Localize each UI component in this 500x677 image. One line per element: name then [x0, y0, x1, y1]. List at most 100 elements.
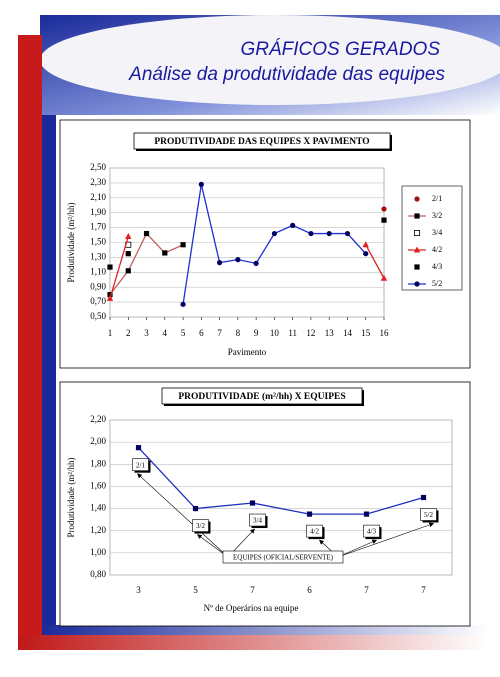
x-tick-label: 7 — [421, 585, 426, 595]
marker — [217, 260, 223, 266]
x-axis-label: Nº de Operários na equipe — [204, 603, 299, 613]
chart-title: PRODUTIVIDADE (m²/hh) X EQUIPES — [178, 391, 345, 402]
header-title: GRÁFICOS GERADOS — [240, 39, 440, 60]
marker — [290, 222, 296, 228]
bottom-red — [18, 635, 488, 650]
y-tick-label: 0,90 — [90, 281, 106, 291]
marker — [180, 301, 186, 307]
y-axis-label: Produtividade (m²/hh) — [66, 203, 76, 283]
y-tick-label: 1,60 — [90, 480, 106, 490]
blue-bar — [42, 115, 56, 635]
title-box — [133, 132, 391, 150]
marker — [306, 511, 313, 517]
marker — [362, 241, 369, 248]
annotation-box — [222, 550, 344, 564]
x-tick-label: 5 — [181, 328, 186, 338]
marker — [271, 230, 277, 237]
y-tick-label: 2,30 — [90, 177, 106, 187]
plot-area — [109, 419, 453, 576]
marker — [106, 294, 114, 301]
point-label: 4/3 — [367, 528, 376, 536]
y-tick-label: 1,90 — [90, 207, 106, 217]
point-label: 3/2 — [196, 522, 205, 530]
y-tick-label: 0,80 — [90, 569, 106, 579]
y-tick-label: 1,80 — [90, 458, 106, 468]
x-tick-label: 1 — [108, 328, 113, 338]
y-tick-label: 1,10 — [90, 266, 106, 276]
annotation-arrow — [337, 522, 435, 558]
marker — [235, 257, 241, 263]
x-tick-label: 15 — [361, 328, 371, 338]
x-axis-label: Pavimento — [228, 347, 267, 357]
marker — [381, 217, 387, 223]
x-tick-label: 12 — [306, 328, 315, 338]
marker — [125, 251, 131, 257]
series-line — [138, 447, 424, 515]
label-box — [363, 524, 380, 538]
y-tick-label: 1,00 — [90, 547, 106, 557]
y-tick-label: 2,50 — [90, 162, 106, 172]
annotation-arrow — [137, 473, 229, 558]
y-tick-label: 2,00 — [90, 436, 106, 446]
bottom-blue — [42, 625, 490, 635]
marker — [363, 511, 370, 517]
marker — [143, 230, 150, 237]
label-box — [420, 508, 437, 521]
legend-label: 4/3 — [432, 262, 442, 271]
marker — [381, 206, 387, 212]
header-subtitle: Análise da produtividade das equipes — [128, 64, 445, 85]
point-label: 4/2 — [310, 528, 319, 536]
x-tick-label: 3 — [136, 585, 141, 595]
point-label: 2/1 — [136, 461, 145, 469]
marker — [363, 251, 369, 257]
marker — [253, 260, 259, 266]
series-line — [109, 236, 385, 299]
legend-marker — [413, 246, 421, 253]
x-tick-label: 7 — [250, 585, 255, 595]
annotation: EQUIPES (OFICIAL/SERVENTE) — [233, 554, 334, 562]
marker — [326, 230, 332, 237]
legend-marker — [414, 213, 420, 219]
y-tick-label: 1,50 — [90, 237, 106, 247]
legend-marker — [414, 196, 420, 202]
y-tick-label: 1,20 — [90, 525, 106, 535]
marker — [198, 181, 204, 187]
y-axis-label: Produtividade (m²/hh) — [66, 458, 76, 538]
point-label: 3/4 — [253, 517, 262, 525]
x-tick-label: 6 — [199, 328, 204, 338]
legend-marker — [414, 281, 420, 287]
x-tick-label: 4 — [163, 328, 168, 338]
marker — [162, 250, 168, 256]
label-box — [306, 524, 323, 538]
y-tick-label: 2,10 — [90, 192, 106, 202]
annotation-arrow — [337, 539, 378, 558]
legend-label: 4/2 — [432, 245, 442, 254]
marker — [125, 268, 131, 274]
legend-label: 5/2 — [432, 279, 442, 288]
x-tick-label: 6 — [307, 585, 312, 595]
y-tick-label: 2,20 — [90, 414, 106, 424]
y-tick-label: 1,40 — [90, 503, 106, 513]
legend-box — [401, 185, 463, 291]
point-label: 5/2 — [424, 511, 433, 519]
label-box — [249, 513, 266, 527]
marker — [135, 445, 142, 451]
marker — [107, 292, 113, 298]
x-tick-label: 8 — [236, 328, 241, 338]
x-tick-label: 10 — [270, 328, 280, 338]
y-tick-label: 0,50 — [90, 311, 106, 321]
x-tick-label: 16 — [380, 328, 390, 338]
marker — [180, 242, 186, 248]
x-tick-label: 11 — [288, 328, 297, 338]
x-tick-label: 7 — [217, 328, 222, 338]
y-tick-label: 0,70 — [90, 296, 106, 306]
label-box — [132, 458, 149, 471]
x-tick-label: 13 — [325, 328, 335, 338]
y-tick-label: 1,30 — [90, 251, 106, 261]
x-tick-label: 2 — [126, 328, 131, 338]
legend-label: 2/1 — [432, 194, 442, 203]
x-tick-label: 14 — [343, 328, 353, 338]
x-tick-label: 9 — [254, 328, 259, 338]
marker — [125, 233, 132, 240]
